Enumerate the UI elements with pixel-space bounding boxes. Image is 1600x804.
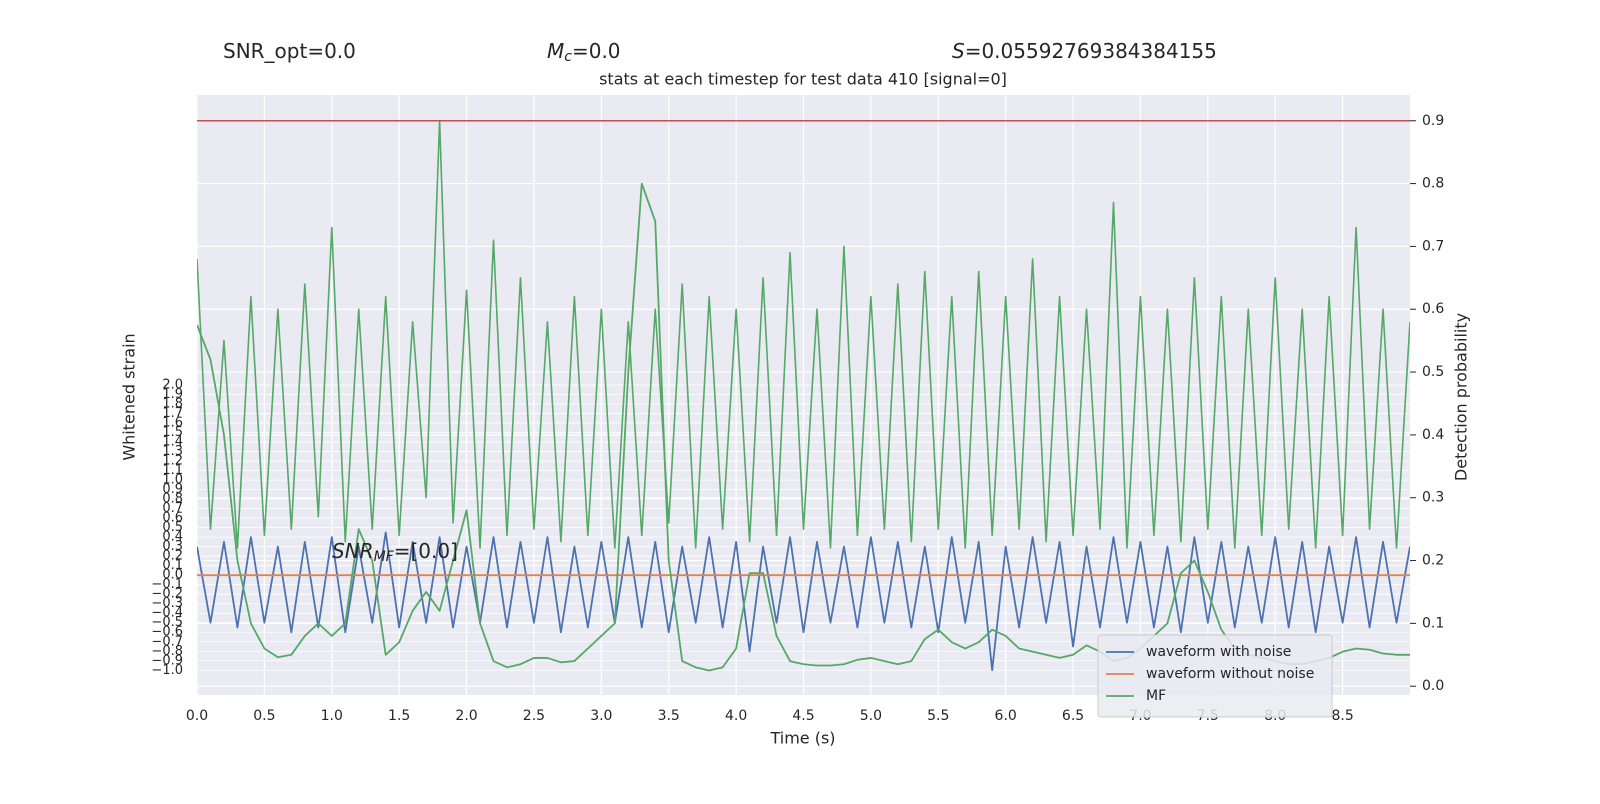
y-tick-label: −0.6 — [151, 625, 183, 640]
y-tick-label: −0.2 — [151, 587, 183, 602]
y-tick-label: −0.7 — [151, 634, 183, 649]
legend-label: waveform with noise — [1146, 644, 1291, 660]
x-tick-label: 6.5 — [1062, 708, 1084, 724]
y2-axis-label: Detection probability — [1452, 313, 1471, 481]
x-axis-label: Time (s) — [769, 729, 835, 748]
text: =0.05592769384384155 — [965, 39, 1217, 63]
y-tick-label: 1.7 — [162, 406, 183, 421]
y2-tick-label: 0.8 — [1422, 176, 1444, 192]
y-tick-label: 2.0 — [162, 378, 183, 393]
y2-tick-label: 0.4 — [1422, 427, 1444, 443]
y-tick-label: 0.7 — [162, 501, 183, 516]
y-tick-label: −0.1 — [151, 577, 183, 592]
y2-tick-label: 0.6 — [1422, 301, 1444, 317]
x-tick-label: 1.5 — [388, 708, 410, 724]
y2-tick-label: 0.3 — [1422, 490, 1444, 506]
y-tick-label: −0.5 — [151, 615, 183, 630]
y-tick-label: −0.8 — [151, 644, 183, 659]
y2-tick-label: 0.2 — [1422, 553, 1444, 569]
text: SNR_opt=0.0 — [223, 39, 356, 63]
x-tick-label: 4.0 — [725, 708, 747, 724]
y-tick-label: 0.4 — [162, 530, 183, 545]
y-tick-label: 0.8 — [162, 492, 183, 507]
y-tick-label: 1.5 — [162, 425, 183, 440]
chart-title: stats at each timestep for test data 410… — [599, 70, 1007, 89]
y-tick-label: 1.4 — [162, 435, 183, 450]
symbol: SNR — [332, 539, 374, 563]
x-tick-label: 2.0 — [455, 708, 477, 724]
y-tick-label: 0.5 — [162, 520, 183, 535]
x-tick-label: 4.5 — [792, 708, 814, 724]
y-tick-label: 0.0 — [162, 568, 183, 583]
series-line — [197, 182, 1410, 672]
y-tick-label: 0.6 — [162, 511, 183, 526]
y2-tick-label: 0.9 — [1422, 113, 1444, 129]
y-tick-label: −0.9 — [151, 653, 183, 668]
symbol: M — [547, 39, 564, 63]
header-stat: Mc=0.0 — [547, 39, 621, 66]
x-tick-label: 0.0 — [186, 708, 208, 724]
y-tick-label: 0.9 — [162, 482, 183, 497]
text: =0.0 — [572, 39, 621, 63]
annotation: SNRMF=[0.0] — [332, 539, 458, 566]
plot-lines — [197, 119, 1410, 672]
legend: waveform with noise waveform without nois… — [1097, 634, 1333, 718]
x-tick-label: 8.5 — [1331, 708, 1353, 724]
y2-tick-label: 0.1 — [1422, 615, 1444, 631]
legend-box — [1097, 634, 1333, 718]
x-tick-label: 3.0 — [590, 708, 612, 724]
y-tick-label: −0.3 — [151, 596, 183, 611]
y2-tick-label: 0.0 — [1422, 678, 1444, 694]
series-line — [197, 119, 1410, 549]
y-tick-label: 0.3 — [162, 539, 183, 554]
x-tick-label: 3.5 — [658, 708, 680, 724]
x-tick-label: 0.5 — [253, 708, 275, 724]
y-tick-label: 1.0 — [162, 473, 183, 488]
y-axis-label: Whitened strain — [120, 333, 139, 460]
header-stat: SNR_opt=0.0 — [223, 39, 356, 63]
y-tick-label: 1.2 — [162, 454, 183, 469]
y-tick-label: 1.9 — [162, 387, 183, 402]
y-tick-label: −1.0 — [151, 663, 183, 678]
legend-label: MF — [1146, 688, 1166, 704]
legend-label: waveform without noise — [1146, 666, 1314, 682]
subscript: c — [564, 49, 572, 65]
y-tick-label: 1.6 — [162, 416, 183, 431]
y-tick-label: 0.1 — [162, 558, 183, 573]
y-tick-label: 1.8 — [162, 397, 183, 412]
x-tick-label: 2.5 — [523, 708, 545, 724]
x-tick-label: 6.0 — [995, 708, 1017, 724]
y-tick-label: −0.4 — [151, 606, 183, 621]
y-tick-label: 1.3 — [162, 444, 183, 459]
symbol: S — [952, 39, 965, 63]
x-tick-label: 1.0 — [321, 708, 343, 724]
header-stat: S=0.05592769384384155 — [952, 39, 1217, 63]
x-tick-label: 5.5 — [927, 708, 949, 724]
series-line — [197, 531, 1410, 672]
y2-tick-label: 0.5 — [1422, 364, 1444, 380]
subscript: MF — [374, 549, 395, 565]
y-tick-label: 0.2 — [162, 549, 183, 564]
y2-tick-label: 0.7 — [1422, 238, 1444, 254]
x-tick-label: 5.0 — [860, 708, 882, 724]
y-tick-label: 1.1 — [162, 463, 183, 478]
text: =[0.0] — [394, 539, 458, 563]
